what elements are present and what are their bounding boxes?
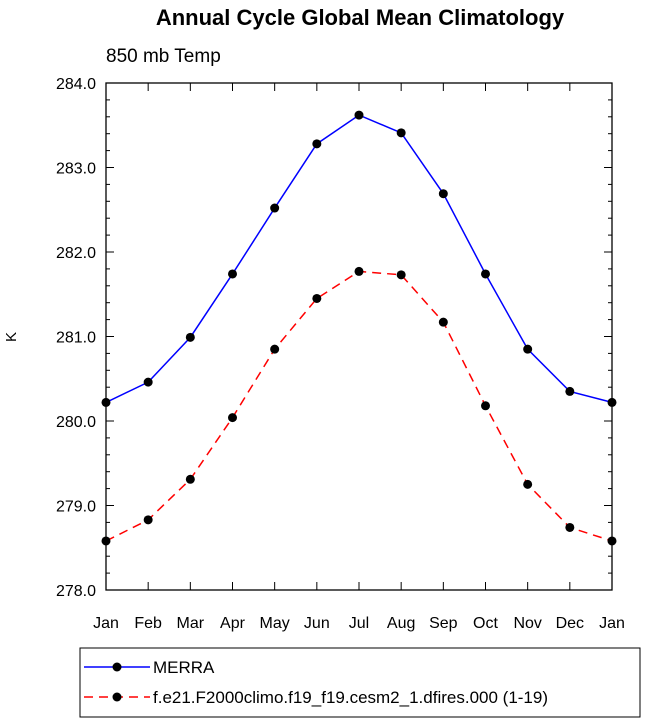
- series-1-point: [354, 110, 364, 120]
- series-2-point: [228, 413, 237, 423]
- series-1-point: [270, 203, 280, 213]
- series-1-point: [396, 128, 406, 138]
- series-1-point: [438, 189, 448, 199]
- x-tick-label: Jan: [93, 615, 119, 632]
- series-2-point: [143, 515, 153, 525]
- x-tick-label: Jun: [304, 615, 330, 632]
- x-tick-label: Nov: [513, 615, 541, 632]
- x-tick-label: Jan: [599, 615, 625, 632]
- y-tick-label: 280.0: [56, 414, 96, 431]
- x-tick-label: Sep: [429, 615, 458, 632]
- x-tick-label: Apr: [220, 615, 246, 632]
- series-2-point: [270, 344, 280, 354]
- chart-title: Annual Cycle Global Mean Climatology: [156, 5, 565, 30]
- chart-subtitle: 850 mb Temp: [106, 46, 221, 67]
- series-2-point: [101, 536, 111, 546]
- series-2-point: [396, 270, 406, 280]
- series-1-point: [185, 332, 195, 342]
- series-2-point: [438, 317, 448, 327]
- series-1-point: [228, 269, 237, 279]
- series-2-point: [607, 536, 617, 546]
- y-tick-label: 279.0: [56, 499, 96, 516]
- x-tick-label: Mar: [177, 615, 205, 632]
- x-tick-label: May: [260, 615, 290, 632]
- legend: MERRA f.e21.F2000climo.f19_f19.cesm2_1.df…: [84, 658, 548, 707]
- series-2-point: [354, 266, 364, 276]
- series-1-point: [565, 386, 575, 396]
- legend-label-1: MERRA: [153, 658, 215, 677]
- series-1-point: [481, 269, 490, 279]
- y-tick-label: 281.0: [56, 330, 96, 347]
- x-tick-label: Oct: [473, 615, 498, 632]
- x-tick-label: Dec: [556, 615, 584, 632]
- legend-label-2: f.e21.F2000climo.f19_f19.cesm2_1.dfires.…: [153, 688, 548, 707]
- series-2-point: [481, 401, 490, 411]
- legend-marker-2: [112, 692, 122, 702]
- series-1-point: [607, 397, 617, 407]
- y-tick-label: 283.0: [56, 161, 96, 178]
- y-tick-label: 284.0: [56, 76, 96, 93]
- series-2-point: [312, 293, 322, 303]
- x-tick-label: Feb: [134, 615, 162, 632]
- y-axis-label: K: [3, 332, 20, 342]
- series-2-point: [185, 474, 195, 484]
- series-line-1: [105, 114, 613, 404]
- series-layer: [101, 110, 617, 546]
- series-1-point: [523, 344, 533, 354]
- series-2-point: [565, 522, 575, 532]
- plot-frame: [105, 82, 613, 591]
- series-1-point: [312, 139, 322, 149]
- series-2-point: [523, 479, 533, 489]
- y-tick-label: 278.0: [56, 583, 96, 600]
- series-1-point: [143, 377, 153, 387]
- legend-box: [79, 647, 641, 718]
- x-tick-label: Aug: [387, 615, 415, 632]
- y-tick-label: 282.0: [56, 245, 96, 262]
- axes: 278.0 279.0 280.0 281.0 282.0 283.0 284.0 Jan Fe…: [56, 76, 625, 632]
- legend-marker-1: [112, 662, 122, 672]
- series-1-point: [101, 397, 111, 407]
- series-line-2: [105, 270, 613, 542]
- x-tick-label: Jul: [349, 615, 369, 632]
